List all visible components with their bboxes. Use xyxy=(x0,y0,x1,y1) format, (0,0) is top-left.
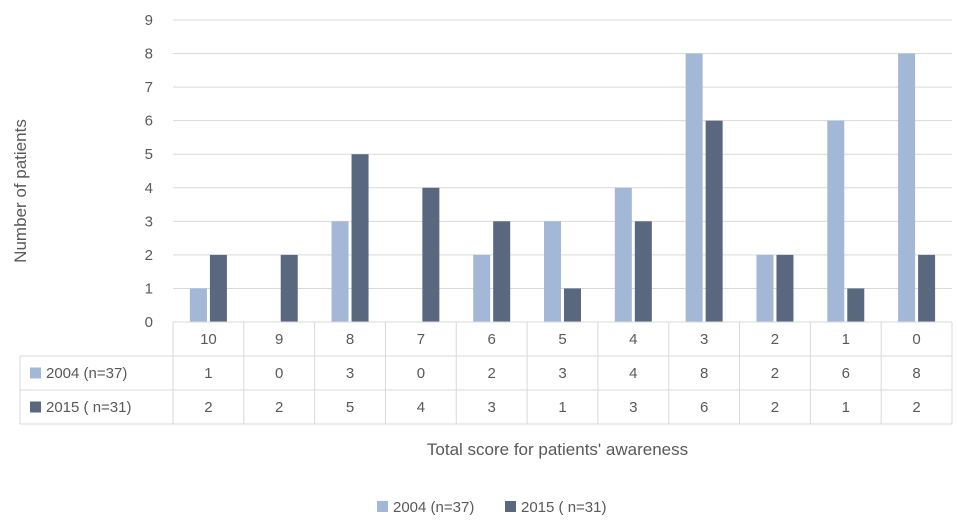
table-value-cell: 2 xyxy=(912,399,920,416)
table-value-cell: 5 xyxy=(346,399,354,416)
bar-2015-cat-5 xyxy=(564,288,581,322)
x-axis-title: Total score for patients' awareness xyxy=(427,440,688,459)
legend-label: 2015 ( n=31) xyxy=(521,499,606,516)
bar-2015-cat-8 xyxy=(351,154,369,322)
table-series-name: 2015 ( n=31) xyxy=(46,399,131,416)
table-value-cell: 3 xyxy=(346,365,354,382)
table-value-cell: 2 xyxy=(771,399,779,416)
gridlines xyxy=(173,19,952,289)
bar-2004-cat-0 xyxy=(898,53,916,323)
bars xyxy=(189,53,936,323)
x-category-label: 4 xyxy=(629,331,637,348)
x-category-label: 7 xyxy=(417,331,425,348)
bar-2004-cat-4 xyxy=(614,187,632,322)
legend-key xyxy=(377,501,388,512)
table-series-name: 2004 (n=37) xyxy=(46,365,127,382)
table-value-cell: 1 xyxy=(204,365,212,382)
bar-2015-cat-10 xyxy=(209,254,227,322)
y-tick-label: 5 xyxy=(145,146,153,163)
legend-key xyxy=(505,501,516,512)
table-value-cell: 3 xyxy=(488,399,496,416)
bar-2015-cat-1 xyxy=(847,288,865,322)
y-tick-label: 1 xyxy=(145,280,153,297)
bar-2015-cat-2 xyxy=(776,254,794,322)
bar-2015-cat-0 xyxy=(918,254,936,322)
bar-2015-cat-9 xyxy=(280,254,298,322)
bar-2015-cat-3 xyxy=(705,120,723,323)
y-axis-ticks: 0 1 2 3 4 5 6 7 8 9 xyxy=(145,12,153,331)
x-category-label: 6 xyxy=(488,331,496,348)
legend-label: 2004 (n=37) xyxy=(393,499,474,516)
x-category-label: 5 xyxy=(558,331,566,348)
x-category-label: 9 xyxy=(275,331,283,348)
y-tick-label: 3 xyxy=(145,213,153,230)
table-value-cell: 1 xyxy=(558,399,566,416)
bar-2004-cat-8 xyxy=(331,221,349,322)
bar-2004-cat-10 xyxy=(189,288,207,322)
table-value-cell: 4 xyxy=(417,399,425,416)
bar-2015-cat-4 xyxy=(634,221,652,322)
table-value-cell: 0 xyxy=(417,365,425,382)
y-axis-title: Number of patients xyxy=(11,119,30,263)
y-tick-label: 7 xyxy=(145,79,153,96)
bar-2004-cat-5 xyxy=(544,221,561,322)
legend: 2004 (n=37) 2015 ( n=31) xyxy=(377,499,606,516)
table-value-cell: 2 xyxy=(275,399,283,416)
y-tick-label: 4 xyxy=(145,180,153,197)
table-value-cell: 4 xyxy=(629,365,637,382)
x-category-label: 2 xyxy=(771,331,779,348)
table-value-cell: 1 xyxy=(842,399,850,416)
bar-2015-cat-6 xyxy=(493,221,511,322)
table-legend-key xyxy=(30,401,41,413)
y-tick-label: 6 xyxy=(145,113,153,130)
bar-2004-cat-1 xyxy=(827,120,845,323)
bar-2004-cat-6 xyxy=(473,254,491,322)
y-tick-label: 8 xyxy=(145,46,153,63)
table-value-cell: 6 xyxy=(700,399,708,416)
bar-2015-cat-7 xyxy=(422,187,440,322)
table-value-cell: 2 xyxy=(771,365,779,382)
table-value-cell: 6 xyxy=(842,365,850,382)
table-value-cell: 8 xyxy=(700,365,708,382)
x-category-label: 8 xyxy=(346,331,354,348)
x-category-label: 0 xyxy=(912,331,920,348)
table-value-cell: 3 xyxy=(558,365,566,382)
bar-2004-cat-2 xyxy=(756,254,774,322)
table-legend-key xyxy=(30,367,41,379)
y-tick-label: 9 xyxy=(145,12,153,29)
table-value-cell: 3 xyxy=(629,399,637,416)
x-category-label: 3 xyxy=(700,331,708,348)
table-value-cell: 0 xyxy=(275,365,283,382)
x-category-label: 10 xyxy=(200,331,217,348)
bar-2004-cat-3 xyxy=(685,53,703,323)
table-value-cell: 8 xyxy=(912,365,920,382)
y-tick-label: 2 xyxy=(145,247,153,264)
table-value-cell: 2 xyxy=(204,399,212,416)
table-value-cell: 2 xyxy=(488,365,496,382)
x-category-label: 1 xyxy=(842,331,850,348)
y-tick-label: 0 xyxy=(145,314,153,331)
